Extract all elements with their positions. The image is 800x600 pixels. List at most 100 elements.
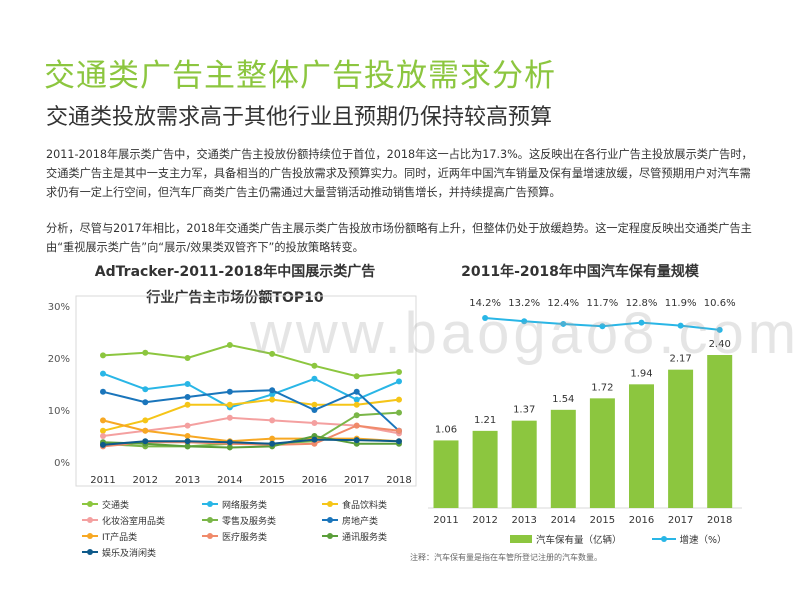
legend-swatch-bar xyxy=(510,535,532,543)
line-chart-title-line2: 行业广告主市场份额TOP10 xyxy=(146,290,324,306)
line-chart-plot-border xyxy=(75,295,417,487)
series-point xyxy=(142,349,149,356)
series-point xyxy=(184,422,191,429)
series-point xyxy=(353,396,360,403)
x-tick-label: 2014 xyxy=(217,475,242,486)
y-tick-label: 30% xyxy=(48,302,70,313)
legend-swatch xyxy=(202,531,218,541)
series-point xyxy=(100,417,106,424)
series-point xyxy=(184,381,191,387)
watermark-text: www.baogao8.com xyxy=(250,301,800,366)
bar-value-label: 2.17 xyxy=(669,354,691,365)
bar xyxy=(472,430,498,508)
legend-swatch xyxy=(202,499,218,509)
series-point xyxy=(311,407,318,413)
legend-swatch xyxy=(322,515,338,525)
x-tick-label: 2011 xyxy=(90,475,115,486)
growth-value-label: 12.8% xyxy=(626,298,658,309)
analysis-paragraph-2: 分析，尽管与2017年相比，2018年交通类广告主展示类广告投放市场份额略有上升… xyxy=(46,222,752,254)
bar-chart-legend: 汽车保有量（亿辆） 增速（%） xyxy=(510,532,727,546)
bar xyxy=(511,420,537,508)
legend-swatch xyxy=(82,499,98,509)
line-chart-title: AdTracker-2011-2018年中国展示类广告 xyxy=(94,264,376,280)
series-point xyxy=(353,401,360,408)
series-point xyxy=(100,441,106,448)
bar-chart-title: 2011年-2018年中国汽车保有量规模 xyxy=(461,264,699,280)
legend-label-growth: 增速（%） xyxy=(679,535,727,546)
growth-value-label: 10.6% xyxy=(704,298,736,309)
series-point xyxy=(184,443,191,450)
legend-swatch xyxy=(322,531,338,541)
series-point xyxy=(142,417,149,424)
series-point xyxy=(226,388,233,395)
legend-item: 零售及服务类 xyxy=(202,513,322,527)
series-point xyxy=(311,375,318,382)
x-tick-label: 2015 xyxy=(590,515,615,526)
series-point xyxy=(226,444,233,451)
x-tick-label: 2018 xyxy=(386,475,411,486)
growth-value-label: 13.2% xyxy=(508,298,540,309)
y-tick-label: 10% xyxy=(48,406,70,417)
growth-value-label: 14.2% xyxy=(469,298,501,309)
x-tick-label: 2012 xyxy=(133,475,158,486)
growth-point xyxy=(638,319,645,326)
series-point xyxy=(269,387,276,394)
x-tick-label: 2012 xyxy=(472,515,497,526)
x-tick-label: 2018 xyxy=(707,515,732,526)
bar xyxy=(668,369,694,508)
growth-value-label: 12.4% xyxy=(547,298,579,309)
analysis-paragraph-1: 2011-2018年展示类广告中，交通类广告主投放份额持续位于首位，2018年这… xyxy=(46,148,753,199)
series-point xyxy=(269,350,276,357)
series-point xyxy=(269,417,276,424)
x-tick-label: 2014 xyxy=(551,515,576,526)
legend-item: 医疗服务类 xyxy=(202,529,322,543)
series-point xyxy=(269,396,276,403)
legend-item: IT产品类 xyxy=(82,529,202,543)
series-point xyxy=(353,373,360,380)
series-point xyxy=(100,352,106,359)
x-tick-label: 2016 xyxy=(629,515,654,526)
legend-label-bar: 汽车保有量（亿辆） xyxy=(536,535,622,546)
bar-value-label: 1.21 xyxy=(474,415,496,426)
series-point xyxy=(353,412,360,419)
series-point xyxy=(100,433,106,439)
series-point xyxy=(142,386,149,393)
chart-note: 注释：汽车保有量是指在车管所登记注册的汽车数量。 xyxy=(410,553,602,562)
growth-point xyxy=(599,323,606,330)
series-point xyxy=(311,440,318,447)
legend-item: 通讯服务类 xyxy=(322,529,422,543)
legend-label: 医疗服务类 xyxy=(222,532,268,543)
series-point xyxy=(226,414,233,421)
series-point xyxy=(184,433,191,439)
series-point xyxy=(184,438,191,445)
bar-value-label: 1.94 xyxy=(630,368,652,379)
legend-item: 交通类 xyxy=(82,497,202,511)
series-point xyxy=(184,355,191,361)
series-point xyxy=(396,369,402,376)
series-point xyxy=(269,391,276,398)
legend-swatch-growth xyxy=(651,534,676,544)
x-tick-label: 2011 xyxy=(433,515,458,526)
series-line xyxy=(102,416,400,437)
page-title: 交通类广告主整体广告投放需求分析 xyxy=(44,58,556,94)
series-point xyxy=(226,401,233,408)
series-point xyxy=(311,401,318,408)
legend-item: 房地产类 xyxy=(322,513,422,527)
series-point xyxy=(353,388,360,395)
growth-value-label: 11.7% xyxy=(587,298,619,309)
bar xyxy=(589,398,615,508)
series-line xyxy=(102,424,400,448)
series-point xyxy=(100,388,106,395)
series-point xyxy=(184,401,191,408)
series-line xyxy=(102,343,400,378)
series-point xyxy=(353,422,360,429)
x-tick-label: 2016 xyxy=(302,475,327,486)
bar-value-label: 1.06 xyxy=(435,424,457,435)
x-tick-label: 2017 xyxy=(668,515,693,526)
growth-point xyxy=(716,326,723,333)
series-point xyxy=(353,437,360,444)
series-point xyxy=(269,440,276,447)
series-point xyxy=(396,409,402,416)
series-point xyxy=(226,439,233,446)
